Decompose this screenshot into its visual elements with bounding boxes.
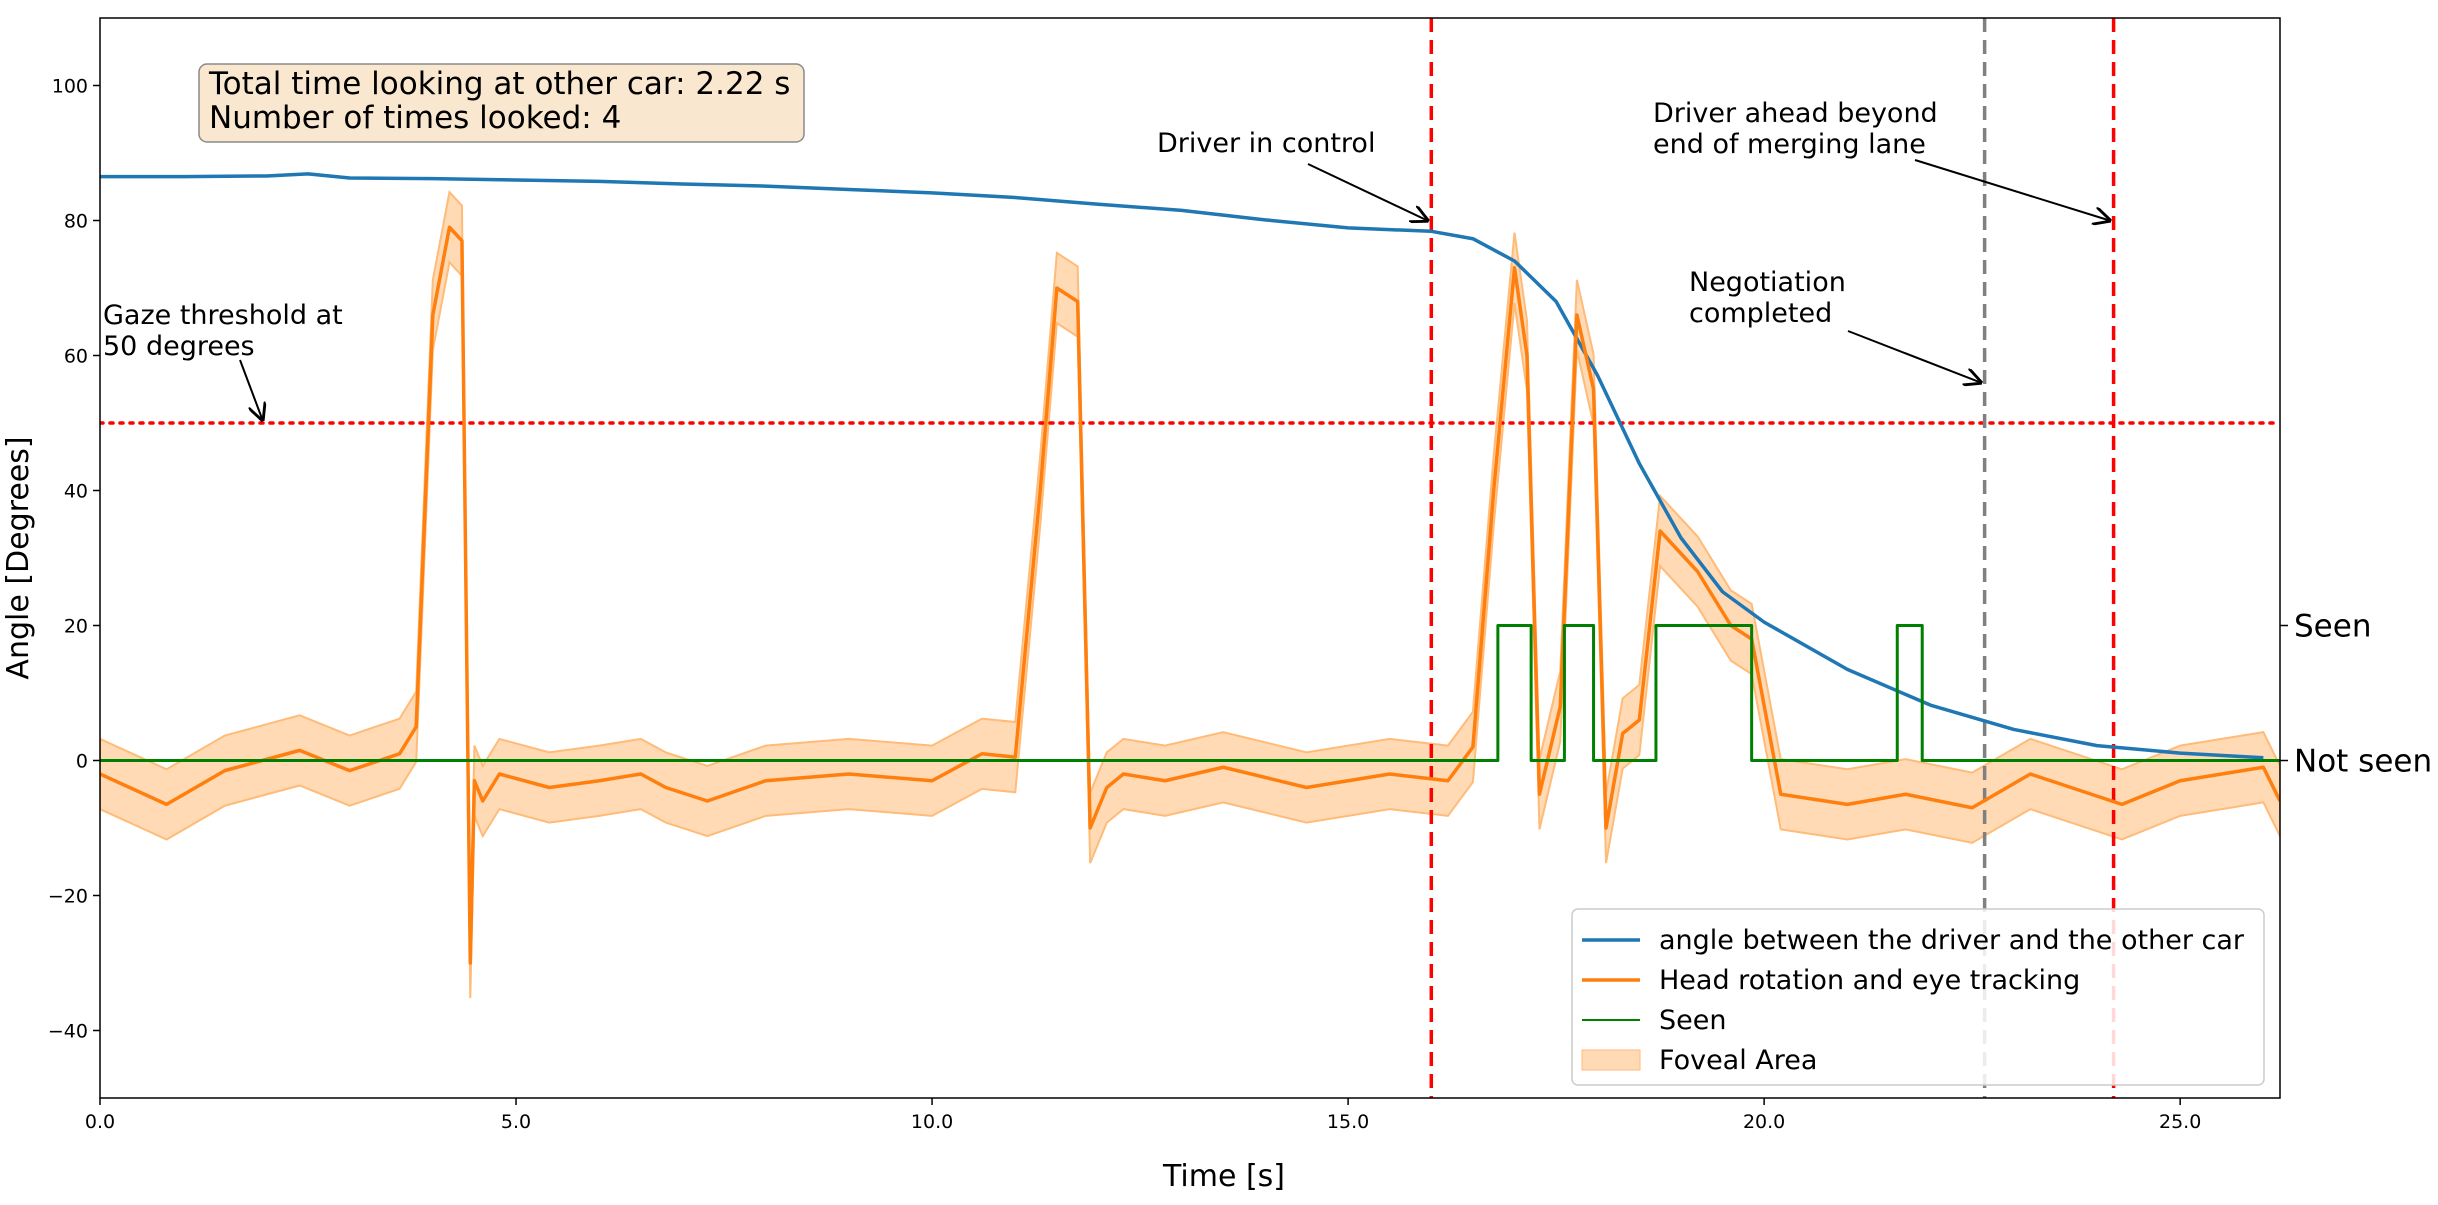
y-tick-label: −40	[48, 1021, 88, 1043]
annotation-negotiation-text: Negotiation	[1689, 267, 1846, 298]
annotation-threshold-text: 50 degrees	[103, 331, 255, 362]
angle-series-line	[100, 172, 2264, 760]
legend-label-seen: Seen	[1659, 1005, 1726, 1036]
y-tick-label: 20	[64, 616, 88, 638]
legend-swatch-foveal	[1581, 1049, 1641, 1071]
y-tick-label: 80	[64, 211, 88, 233]
y-tick-label: 100	[52, 76, 88, 98]
head-tracking-series-line	[100, 225, 2280, 965]
legend-label-head: Head rotation and eye tracking	[1659, 965, 2080, 996]
y-tick-label: 0	[76, 751, 88, 773]
stats-total-time: Total time looking at other car: 2.22 s	[208, 66, 790, 102]
y-tick-label: 60	[64, 346, 88, 368]
legend-label-foveal: Foveal Area	[1659, 1045, 1817, 1076]
x-tick-label: 15.0	[1327, 1111, 1369, 1133]
annotation-control-text: Driver in control	[1157, 128, 1375, 159]
legend-frame	[1571, 908, 2265, 1086]
right-label-0: Seen	[2294, 609, 2371, 645]
stats-box-background	[198, 63, 805, 143]
annotation-threshold-text: Gaze threshold at	[103, 300, 343, 331]
annotation-ahead-text: Driver ahead beyond	[1653, 98, 1938, 129]
annotation-negotiation-text: completed	[1689, 298, 1832, 329]
seen-series-line	[100, 624, 2280, 762]
axis-ticks: 0.0 5.0 10.0 15.0 20.0 25.0 −40 −20 0 20 40 60 80 100	[48, 76, 2201, 1134]
annotation-threshold-arrow	[239, 359, 262, 420]
annotation-control-arrow	[1307, 163, 1427, 221]
plot-area	[100, 18, 2280, 1098]
right-label-1: Not seen	[2294, 744, 2432, 780]
annotation-ahead-arrow	[1914, 159, 2110, 221]
y-tick-label: −20	[48, 886, 88, 908]
x-tick-label: 5.0	[501, 1111, 531, 1133]
x-tick-label: 0.0	[85, 1111, 115, 1133]
x-tick-label: 10.0	[911, 1111, 953, 1133]
legend: angle between the driver and the other c…	[1571, 908, 2265, 1086]
stats-box: Total time looking at other car: 2.22 s …	[198, 63, 805, 143]
foveal-area-band	[100, 190, 2280, 999]
stats-times-looked: Number of times looked: 4	[209, 100, 621, 136]
x-axis-title: Time [s]	[1162, 1159, 1285, 1194]
annotation-negotiation-arrow	[1847, 330, 1981, 383]
plot-frame	[99, 17, 2281, 1099]
y-tick-label: 40	[64, 481, 88, 503]
x-tick-label: 20.0	[1743, 1111, 1785, 1133]
legend-label-angle: angle between the driver and the other c…	[1659, 925, 2245, 956]
annotation-ahead-text: end of merging lane	[1653, 129, 1926, 160]
x-tick-label: 25.0	[2159, 1111, 2201, 1133]
y-axis-title: Angle [Degrees]	[1, 436, 36, 679]
seen-state-labels: Seen Not seen	[2280, 609, 2432, 780]
